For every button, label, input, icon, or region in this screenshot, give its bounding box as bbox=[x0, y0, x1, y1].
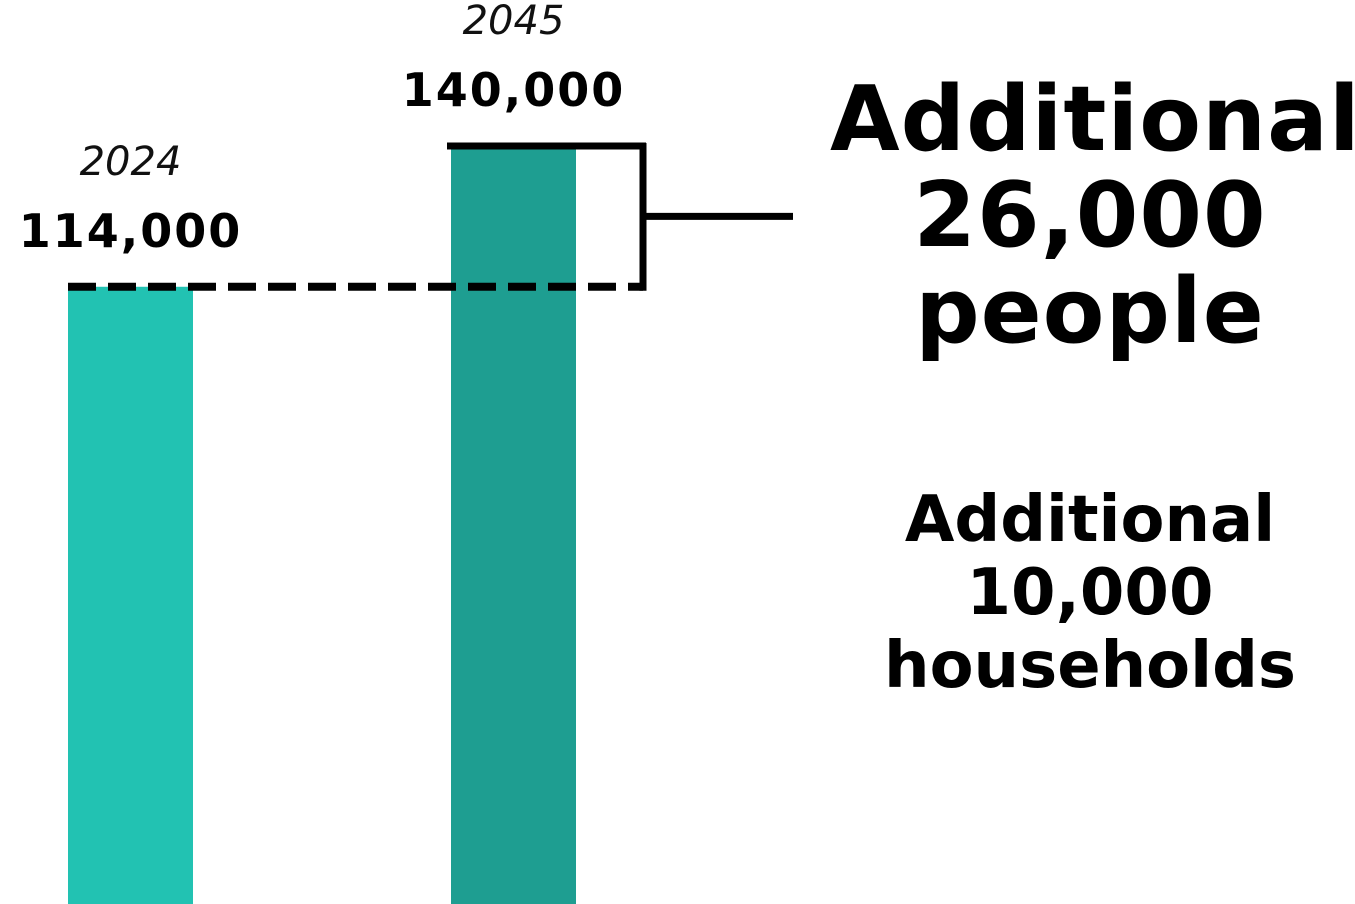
additional-households-line-1: Additional bbox=[904, 483, 1276, 557]
bar-2045 bbox=[451, 146, 576, 904]
additional-people-line-3: people bbox=[915, 259, 1265, 364]
bar-2024 bbox=[68, 286, 193, 904]
additional-households-line-3: households bbox=[884, 629, 1296, 703]
labels-layer: 2024 114,000 2045 140,000 bbox=[19, 0, 626, 258]
year-label-2045: 2045 bbox=[463, 0, 565, 44]
year-label-2024: 2024 bbox=[80, 139, 182, 185]
additional-people-annotation: Additional 26,000 people bbox=[830, 67, 1355, 364]
additional-people-count: 26,000 bbox=[913, 163, 1267, 268]
additional-households-annotation: Additional 10,000 households bbox=[830, 484, 1350, 703]
additional-households-count: 10,000 bbox=[966, 556, 1214, 630]
bars-layer bbox=[68, 146, 576, 904]
value-label-2024: 114,000 bbox=[19, 204, 243, 258]
value-label-2045: 140,000 bbox=[402, 63, 626, 117]
additional-people-line-1: Additional bbox=[830, 67, 1355, 172]
bracket-layer bbox=[68, 142, 793, 291]
